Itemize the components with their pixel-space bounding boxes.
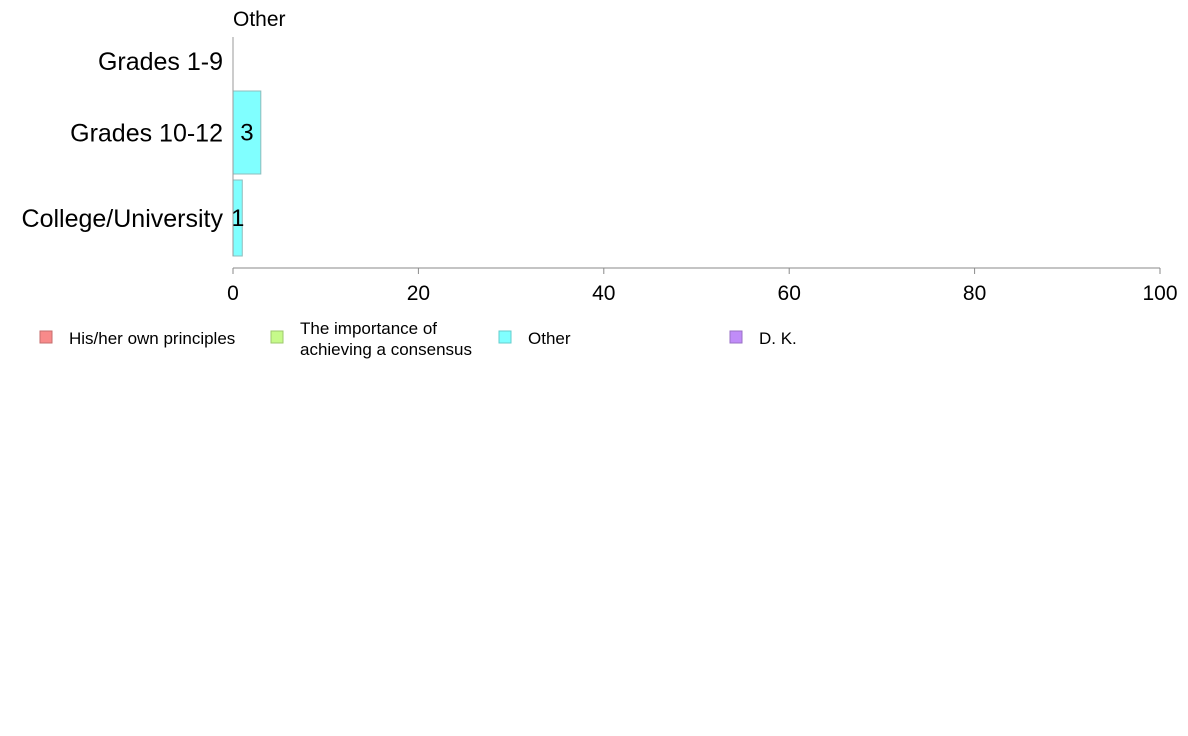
legend-swatch: [39, 330, 53, 344]
legend-label: The importance of: [300, 319, 437, 338]
category-label: College/University: [22, 205, 224, 233]
legend-swatch: [498, 330, 512, 344]
legend-swatch: [729, 330, 743, 344]
legend-label: D. K.: [759, 329, 797, 348]
x-tick-label: 40: [592, 282, 615, 305]
legend-item: His/her own principles: [39, 329, 235, 348]
chart-title: Other: [233, 8, 286, 31]
bars: [232, 90, 262, 257]
x-tick-label: 100: [1142, 282, 1177, 305]
data-label: 3: [240, 120, 253, 147]
data-label: 1: [231, 205, 244, 232]
legend-item: The importance of achieving a consensus: [270, 319, 472, 359]
legend-item: Other: [498, 329, 571, 348]
data-labels: 31: [231, 120, 254, 233]
category-label: Grades 1-9: [98, 48, 223, 76]
category-labels: Grades 1-9 Grades 10-12 College/University: [22, 48, 224, 233]
category-label: Grades 10-12: [70, 120, 223, 148]
legend: His/her own principles The importance of a…: [39, 319, 797, 359]
legend-label: Other: [528, 329, 571, 348]
x-tick-label: 0: [227, 282, 239, 305]
x-tick-label: 20: [407, 282, 430, 305]
x-tick-label: 80: [963, 282, 986, 305]
x-tick-label: 60: [778, 282, 801, 305]
legend-label: His/her own principles: [69, 329, 235, 348]
legend-label: achieving a consensus: [300, 340, 472, 359]
legend-item: D. K.: [729, 329, 797, 348]
x-axis: 0 20 40 60 80 100: [227, 37, 1178, 305]
legend-swatch: [270, 330, 284, 344]
